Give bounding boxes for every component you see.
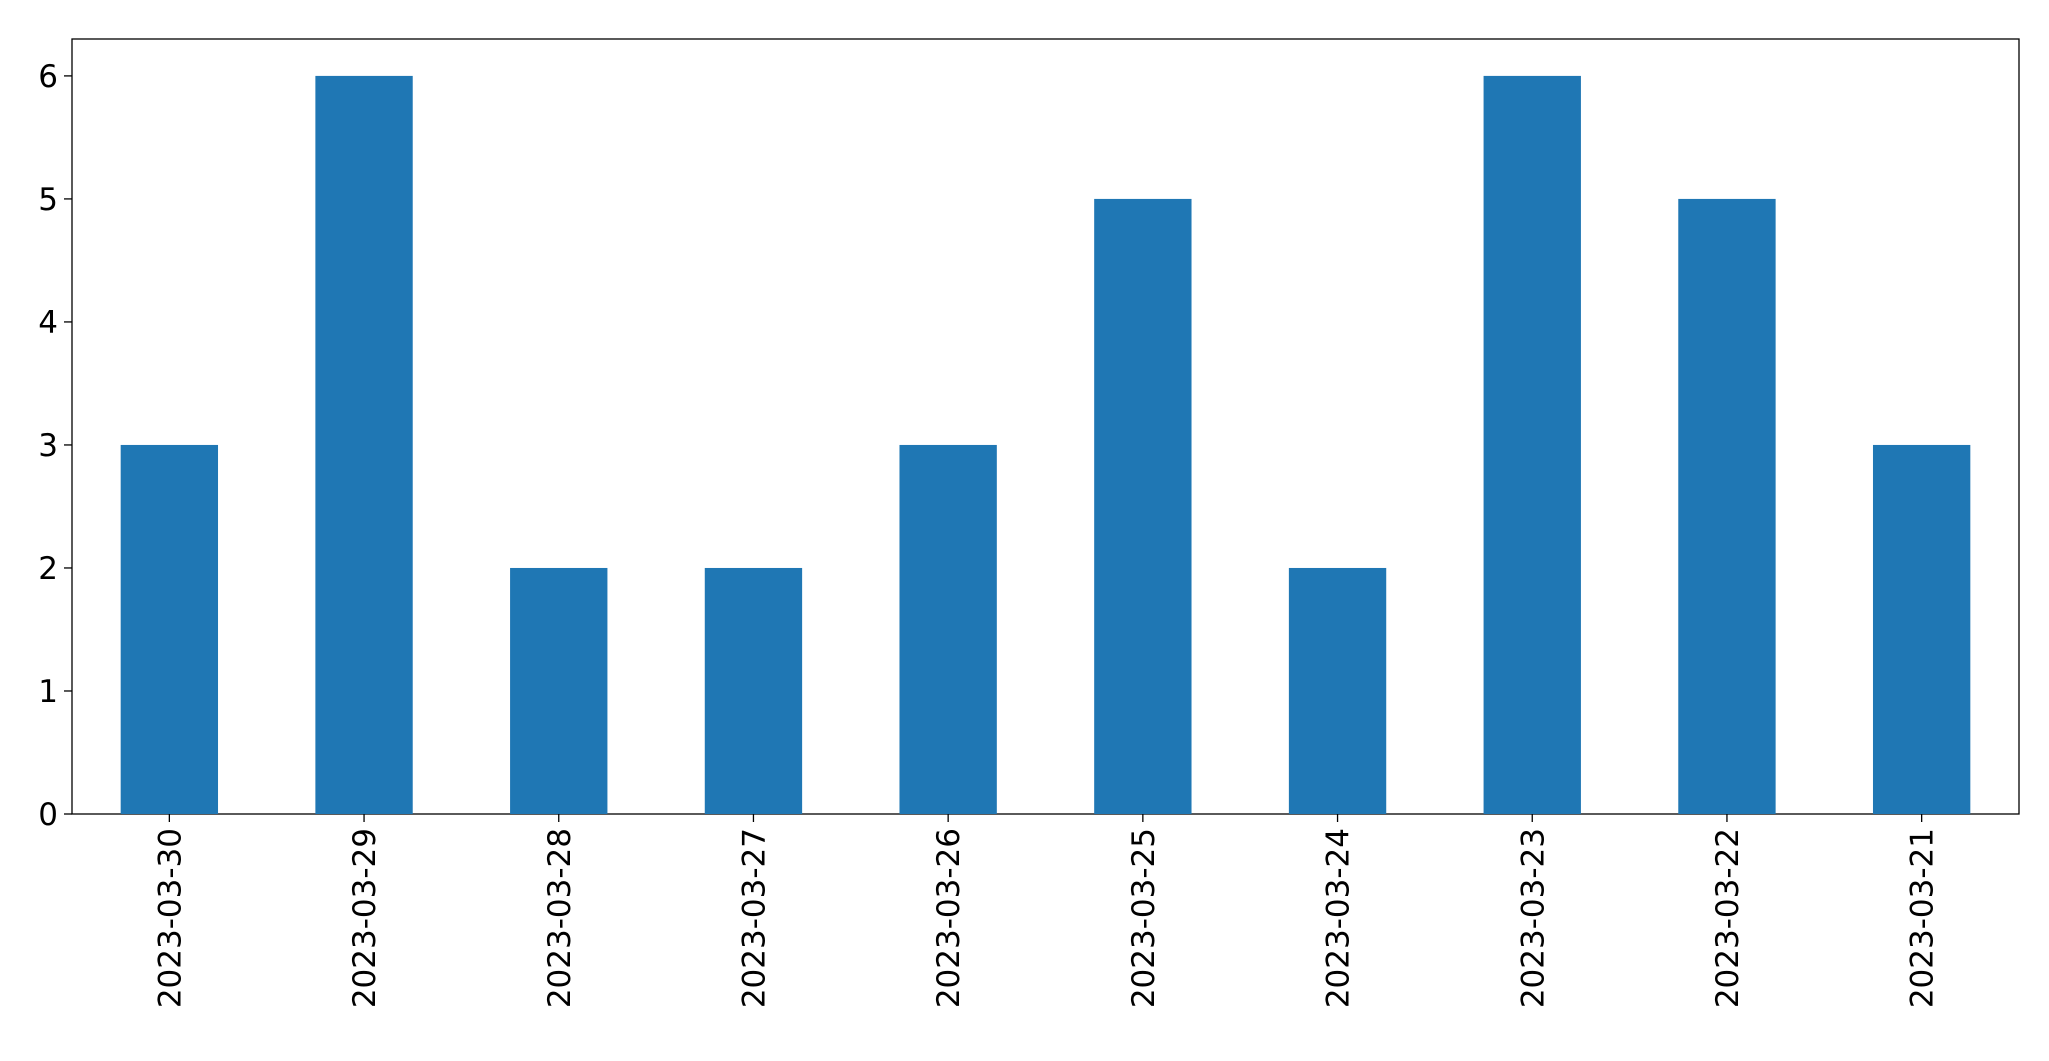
bar [704, 567, 803, 814]
x-tick-label: 2023-03-28 [542, 828, 578, 1008]
bar [510, 567, 608, 814]
x-tick-label: 2023-03-23 [1515, 828, 1551, 1008]
y-tick-label: 2 [38, 551, 58, 587]
y-tick-label: 3 [38, 428, 58, 464]
x-tick-label: 2023-03-21 [1905, 828, 1941, 1008]
x-tick-label: 2023-03-24 [1321, 828, 1357, 1008]
bar [315, 75, 413, 814]
x-tick-label: 2023-03-22 [1710, 828, 1746, 1008]
bar [899, 444, 997, 814]
bar [1094, 198, 1192, 814]
x-tick-label: 2023-03-30 [152, 828, 188, 1008]
x-tick-label: 2023-03-29 [347, 828, 383, 1008]
plot-frame [71, 38, 2020, 815]
y-tick-label: 4 [38, 305, 58, 341]
y-tick-label: 0 [38, 797, 58, 833]
bar [1288, 567, 1387, 814]
y-tick-label: 1 [38, 674, 58, 710]
y-tick-label: 5 [38, 182, 58, 218]
bar [1872, 444, 1971, 814]
x-tick-label: 2023-03-25 [1126, 828, 1162, 1008]
x-tick-label: 2023-03-27 [736, 828, 772, 1008]
bar [1483, 75, 1581, 814]
y-tick-label: 6 [38, 59, 58, 95]
bar [1678, 198, 1776, 814]
x-tick-label: 2023-03-26 [931, 828, 967, 1008]
bar [120, 444, 219, 814]
